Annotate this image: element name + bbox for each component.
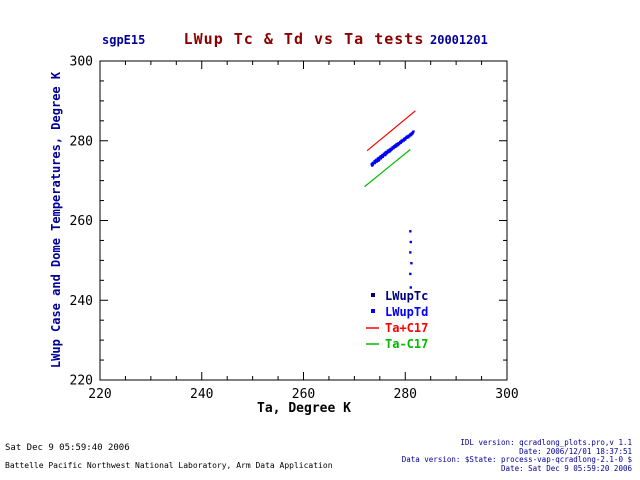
footer-timestamp: Sat Dec 9 05:59:40 2006 bbox=[5, 443, 130, 453]
svg-text:280: 280 bbox=[70, 134, 93, 149]
plot-title: LWup Tc & Td vs Ta tests bbox=[183, 30, 425, 48]
y-tick-labels: 220 240 260 280 300 bbox=[70, 55, 93, 389]
footer-data-version: Data version: $State: process-vap-qcradl… bbox=[401, 455, 632, 464]
y-axis-label: LWup Case and Dome Temperatures, Degree … bbox=[49, 71, 63, 369]
svg-text:280: 280 bbox=[394, 387, 417, 402]
legend-label-Ta+C17: Ta+C17 bbox=[385, 321, 428, 335]
series-Ta-C17 bbox=[364, 149, 411, 188]
plot-frame bbox=[99, 60, 508, 381]
legend-label-LWupTc: LWupTc bbox=[385, 289, 428, 303]
svg-text:220: 220 bbox=[88, 387, 111, 402]
series-LWupTd bbox=[370, 130, 415, 289]
svg-text:300: 300 bbox=[70, 55, 93, 70]
legend-marker-LWupTd bbox=[371, 309, 375, 313]
footer-organization: Battelle Pacific Northwest National Labo… bbox=[5, 461, 333, 470]
footer-version-block: IDL version: qcradlong_plots.pro,v 1.1 D… bbox=[401, 438, 632, 473]
svg-text:240: 240 bbox=[70, 294, 93, 309]
svg-text:260: 260 bbox=[292, 387, 315, 402]
station-label: sgpE15 bbox=[102, 33, 146, 47]
svg-text:220: 220 bbox=[70, 374, 93, 389]
svg-text:240: 240 bbox=[190, 387, 213, 402]
svg-text:300: 300 bbox=[495, 387, 518, 402]
axis-ticks bbox=[99, 60, 508, 381]
legend: LWupTc LWupTd Ta+C17 Ta-C17 bbox=[366, 289, 428, 351]
footer-idl-version: IDL version: qcradlong_plots.pro,v 1.1 bbox=[460, 438, 632, 447]
legend-marker-LWupTc bbox=[371, 293, 375, 297]
date-label: 20001201 bbox=[430, 33, 488, 47]
legend-label-LWupTd: LWupTd bbox=[385, 305, 428, 319]
x-tick-labels: 220 240 260 280 300 bbox=[88, 387, 518, 402]
footer-idl-date: Date: 2006/12/01 18:37:51 bbox=[519, 446, 632, 456]
svg-text:260: 260 bbox=[70, 214, 93, 229]
x-axis-label: Ta, Degree K bbox=[257, 401, 351, 416]
legend-label-Ta-C17: Ta-C17 bbox=[385, 337, 428, 351]
series-Ta+C17 bbox=[366, 110, 416, 152]
footer-data-date: Date: Sat Dec 9 05:59:20 2006 bbox=[501, 463, 632, 473]
